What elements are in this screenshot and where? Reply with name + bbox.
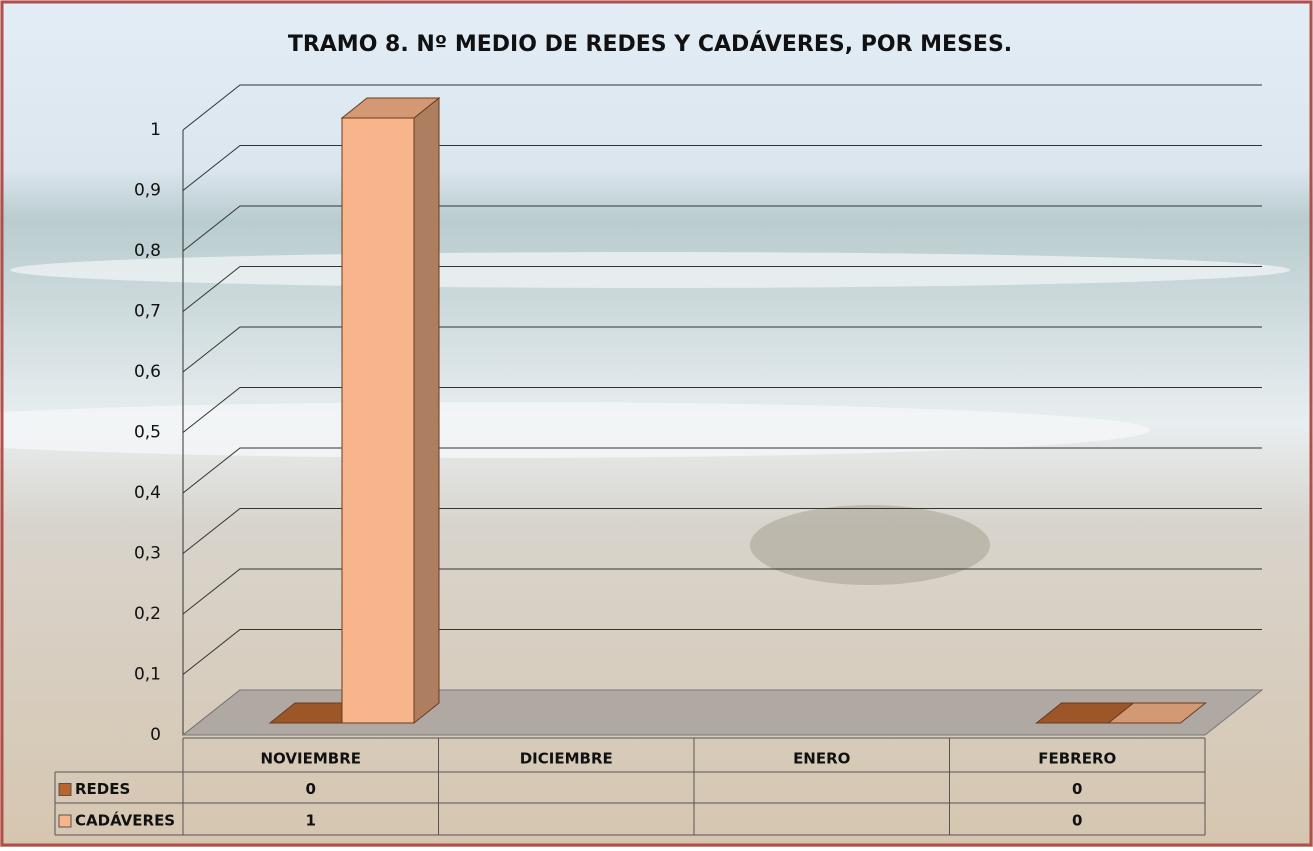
table-value: 0 <box>1072 780 1082 798</box>
y-tick-label: 0,8 <box>134 241 161 261</box>
table-value: 1 <box>306 812 316 830</box>
y-tick-label: 0,7 <box>134 302 161 322</box>
legend-swatch <box>59 815 71 827</box>
y-tick-label: 0,5 <box>134 423 161 443</box>
y-tick-label: 0,6 <box>134 362 161 382</box>
table-value: 0 <box>1072 812 1082 830</box>
y-tick-label: 0 <box>150 725 161 745</box>
bar-front <box>342 118 414 723</box>
x-tick-label: ENERO <box>793 750 850 768</box>
table-value: 0 <box>306 780 316 798</box>
bar <box>342 98 439 723</box>
x-tick-label: NOVIEMBRE <box>261 750 362 768</box>
y-tick-label: 0,3 <box>134 544 161 564</box>
y-tick-label: 0,1 <box>134 665 161 685</box>
bird <box>750 505 990 585</box>
legend-label: REDES <box>75 780 130 798</box>
wave <box>10 252 1290 288</box>
chart-title: TRAMO 8. Nº MEDIO DE REDES Y CADÁVERES, … <box>288 31 1012 57</box>
bar-side <box>414 98 439 723</box>
legend-label: CADÁVERES <box>75 811 175 830</box>
x-tick-label: FEBRERO <box>1038 750 1116 768</box>
y-tick-label: 1 <box>150 120 161 140</box>
x-tick-label: DICIEMBRE <box>520 750 613 768</box>
y-tick-label: 0,9 <box>134 181 161 201</box>
legend-swatch <box>59 784 71 796</box>
y-tick-label: 0,4 <box>134 483 161 503</box>
chart: TRAMO 8. Nº MEDIO DE REDES Y CADÁVERES, … <box>0 0 1313 847</box>
y-tick-label: 0,2 <box>134 604 161 624</box>
